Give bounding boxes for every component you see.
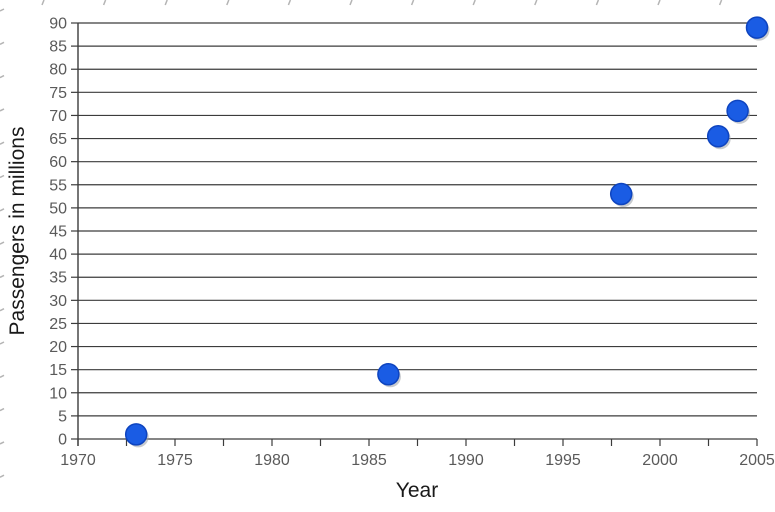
y-tick-label: 35 <box>49 270 67 287</box>
edge-mark <box>349 0 353 6</box>
y-tick-label: 65 <box>49 131 67 148</box>
y-tick-label: 10 <box>49 385 67 402</box>
gridlines <box>78 22 757 440</box>
edge-mark <box>0 407 5 412</box>
x-tick-label: 1970 <box>60 452 96 469</box>
edge-mark <box>0 274 5 279</box>
x-axis-title: Year <box>396 479 438 502</box>
edge-mark <box>0 474 5 478</box>
edge-mark <box>0 74 5 79</box>
x-tick-label: 1995 <box>545 452 581 469</box>
edge-mark <box>0 41 5 45</box>
y-tick-label: 0 <box>58 432 67 449</box>
edge-mark <box>0 108 5 112</box>
y-tick-label: 15 <box>49 362 67 379</box>
edge-mark <box>534 0 538 6</box>
y-tick-label: 85 <box>49 39 67 56</box>
edge-mark <box>164 0 168 6</box>
edge-mark <box>226 0 230 6</box>
edge-mark <box>102 0 107 6</box>
edge-mark <box>657 0 661 6</box>
y-tick-label: 20 <box>49 339 67 356</box>
x-tick-label: 2000 <box>642 452 678 469</box>
edge-mark <box>0 341 5 345</box>
edge-mark <box>595 0 600 6</box>
edge-mark <box>0 208 5 212</box>
edge-mark <box>41 0 45 6</box>
y-tick-label: 5 <box>58 408 67 425</box>
edge-mark <box>0 174 5 179</box>
edge-mark <box>0 374 5 378</box>
edge-mark <box>410 0 415 6</box>
y-tick-label: 25 <box>49 316 67 333</box>
x-tick-label: 1975 <box>157 452 193 469</box>
edge-mark <box>0 141 5 145</box>
y-tick-label: 40 <box>49 247 67 264</box>
y-tick-label: 55 <box>49 177 67 194</box>
edge-mark <box>718 0 723 6</box>
axes <box>71 22 758 446</box>
data-point <box>124 423 148 446</box>
edge-mark <box>0 441 5 445</box>
edge-mark <box>0 241 5 245</box>
y-tick-label: 70 <box>49 108 67 125</box>
data-point <box>745 16 769 39</box>
data-point <box>377 363 400 386</box>
y-tick-label: 60 <box>49 154 67 171</box>
data-point <box>726 99 749 123</box>
edge-mark <box>0 8 5 12</box>
x-tick-label: 1990 <box>448 452 484 469</box>
y-tick-label: 90 <box>49 16 67 33</box>
edge-mark <box>472 0 476 6</box>
page-edge-marks <box>0 0 723 478</box>
y-tick-label: 75 <box>49 85 67 102</box>
y-tick-label: 50 <box>49 200 67 217</box>
y-tick-label: 45 <box>49 224 67 241</box>
x-tick-label: 1980 <box>254 452 290 469</box>
tick-labels: 0 5 10 15 20 25 30 35 40 45 50 55 60 65 70 75 80 85 90 1970… <box>49 16 775 470</box>
data-point <box>706 124 730 148</box>
y-tick-label: 80 <box>49 62 67 79</box>
y-tick-label: 30 <box>49 293 67 310</box>
y-axis-title: Passengers in millions <box>6 127 29 336</box>
data-point <box>609 182 633 206</box>
edge-mark <box>0 308 5 312</box>
edge-mark <box>287 0 292 6</box>
x-tick-label: 2005 <box>739 452 775 469</box>
data-points <box>124 16 770 448</box>
x-tick-label: 1985 <box>351 452 387 469</box>
